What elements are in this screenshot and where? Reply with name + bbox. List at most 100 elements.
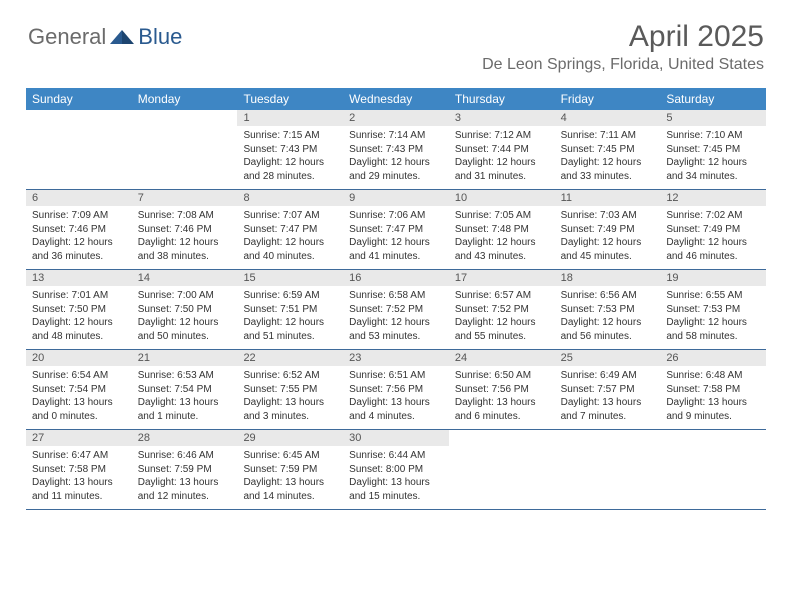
day-header-row: Sunday Monday Tuesday Wednesday Thursday… <box>26 88 766 110</box>
day-info: Sunrise: 7:14 AMSunset: 7:43 PMDaylight:… <box>343 126 449 189</box>
day-cell: 1Sunrise: 7:15 AMSunset: 7:43 PMDaylight… <box>237 110 343 189</box>
day-cell: 8Sunrise: 7:07 AMSunset: 7:47 PMDaylight… <box>237 190 343 269</box>
sunrise-text: Sunrise: 7:12 AM <box>455 129 549 143</box>
day-cell: 21Sunrise: 6:53 AMSunset: 7:54 PMDayligh… <box>132 350 238 429</box>
daylight-text: Daylight: 12 hours and 43 minutes. <box>455 236 549 263</box>
location-text: De Leon Springs, Florida, United States <box>482 56 764 74</box>
sunrise-text: Sunrise: 7:00 AM <box>138 289 232 303</box>
day-info: Sunrise: 7:10 AMSunset: 7:45 PMDaylight:… <box>660 126 766 189</box>
day-number: 23 <box>343 350 449 366</box>
day-cell: 19Sunrise: 6:55 AMSunset: 7:53 PMDayligh… <box>660 270 766 349</box>
sunset-text: Sunset: 7:51 PM <box>243 303 337 317</box>
sunrise-text: Sunrise: 6:48 AM <box>666 369 760 383</box>
sunset-text: Sunset: 7:47 PM <box>243 223 337 237</box>
day-cell: 23Sunrise: 6:51 AMSunset: 7:56 PMDayligh… <box>343 350 449 429</box>
daylight-text: Daylight: 12 hours and 53 minutes. <box>349 316 443 343</box>
day-header: Friday <box>555 88 661 110</box>
day-cell: 26Sunrise: 6:48 AMSunset: 7:58 PMDayligh… <box>660 350 766 429</box>
day-header: Saturday <box>660 88 766 110</box>
sunrise-text: Sunrise: 6:44 AM <box>349 449 443 463</box>
sunset-text: Sunset: 7:53 PM <box>666 303 760 317</box>
day-number: 20 <box>26 350 132 366</box>
daylight-text: Daylight: 12 hours and 29 minutes. <box>349 156 443 183</box>
sunset-text: Sunset: 7:47 PM <box>349 223 443 237</box>
sunrise-text: Sunrise: 7:08 AM <box>138 209 232 223</box>
day-info: Sunrise: 6:55 AMSunset: 7:53 PMDaylight:… <box>660 286 766 349</box>
calendar: Sunday Monday Tuesday Wednesday Thursday… <box>26 88 766 510</box>
daylight-text: Daylight: 13 hours and 4 minutes. <box>349 396 443 423</box>
sunrise-text: Sunrise: 6:55 AM <box>666 289 760 303</box>
day-number: 25 <box>555 350 661 366</box>
day-cell: 18Sunrise: 6:56 AMSunset: 7:53 PMDayligh… <box>555 270 661 349</box>
day-number: 19 <box>660 270 766 286</box>
daylight-text: Daylight: 13 hours and 7 minutes. <box>561 396 655 423</box>
sunrise-text: Sunrise: 6:45 AM <box>243 449 337 463</box>
sunrise-text: Sunrise: 7:02 AM <box>666 209 760 223</box>
sunset-text: Sunset: 7:49 PM <box>561 223 655 237</box>
sunset-text: Sunset: 7:46 PM <box>138 223 232 237</box>
day-number: 30 <box>343 430 449 446</box>
sunset-text: Sunset: 7:43 PM <box>349 143 443 157</box>
sunset-text: Sunset: 7:50 PM <box>32 303 126 317</box>
logo: General Blue <box>28 20 182 50</box>
day-cell: 28Sunrise: 6:46 AMSunset: 7:59 PMDayligh… <box>132 430 238 509</box>
day-cell: 16Sunrise: 6:58 AMSunset: 7:52 PMDayligh… <box>343 270 449 349</box>
daylight-text: Daylight: 12 hours and 45 minutes. <box>561 236 655 263</box>
sunset-text: Sunset: 7:59 PM <box>243 463 337 477</box>
day-info: Sunrise: 6:58 AMSunset: 7:52 PMDaylight:… <box>343 286 449 349</box>
day-cell: .... <box>555 430 661 509</box>
sunrise-text: Sunrise: 7:10 AM <box>666 129 760 143</box>
sunset-text: Sunset: 7:45 PM <box>561 143 655 157</box>
day-cell: 7Sunrise: 7:08 AMSunset: 7:46 PMDaylight… <box>132 190 238 269</box>
day-info: Sunrise: 7:02 AMSunset: 7:49 PMDaylight:… <box>660 206 766 269</box>
day-info: Sunrise: 6:45 AMSunset: 7:59 PMDaylight:… <box>237 446 343 509</box>
logo-text-blue: Blue <box>138 24 182 50</box>
sunrise-text: Sunrise: 7:15 AM <box>243 129 337 143</box>
day-number: 1 <box>237 110 343 126</box>
day-info: Sunrise: 7:12 AMSunset: 7:44 PMDaylight:… <box>449 126 555 189</box>
day-cell: 29Sunrise: 6:45 AMSunset: 7:59 PMDayligh… <box>237 430 343 509</box>
week-row: 13Sunrise: 7:01 AMSunset: 7:50 PMDayligh… <box>26 270 766 350</box>
day-number: 17 <box>449 270 555 286</box>
week-row: 20Sunrise: 6:54 AMSunset: 7:54 PMDayligh… <box>26 350 766 430</box>
day-cell: 22Sunrise: 6:52 AMSunset: 7:55 PMDayligh… <box>237 350 343 429</box>
day-cell: 9Sunrise: 7:06 AMSunset: 7:47 PMDaylight… <box>343 190 449 269</box>
day-info: Sunrise: 6:49 AMSunset: 7:57 PMDaylight:… <box>555 366 661 429</box>
day-info: Sunrise: 6:48 AMSunset: 7:58 PMDaylight:… <box>660 366 766 429</box>
day-cell: 27Sunrise: 6:47 AMSunset: 7:58 PMDayligh… <box>26 430 132 509</box>
day-number: 26 <box>660 350 766 366</box>
day-info: Sunrise: 7:05 AMSunset: 7:48 PMDaylight:… <box>449 206 555 269</box>
day-info: Sunrise: 6:47 AMSunset: 7:58 PMDaylight:… <box>26 446 132 509</box>
day-header: Sunday <box>26 88 132 110</box>
day-info: Sunrise: 6:44 AMSunset: 8:00 PMDaylight:… <box>343 446 449 509</box>
sunrise-text: Sunrise: 6:46 AM <box>138 449 232 463</box>
weeks-container: ........1Sunrise: 7:15 AMSunset: 7:43 PM… <box>26 110 766 510</box>
day-number: 15 <box>237 270 343 286</box>
day-info: Sunrise: 7:08 AMSunset: 7:46 PMDaylight:… <box>132 206 238 269</box>
daylight-text: Daylight: 12 hours and 34 minutes. <box>666 156 760 183</box>
daylight-text: Daylight: 13 hours and 14 minutes. <box>243 476 337 503</box>
day-cell: 2Sunrise: 7:14 AMSunset: 7:43 PMDaylight… <box>343 110 449 189</box>
sunset-text: Sunset: 7:50 PM <box>138 303 232 317</box>
sunrise-text: Sunrise: 6:51 AM <box>349 369 443 383</box>
daylight-text: Daylight: 13 hours and 11 minutes. <box>32 476 126 503</box>
sunrise-text: Sunrise: 6:53 AM <box>138 369 232 383</box>
day-cell: 6Sunrise: 7:09 AMSunset: 7:46 PMDaylight… <box>26 190 132 269</box>
day-info: Sunrise: 6:50 AMSunset: 7:56 PMDaylight:… <box>449 366 555 429</box>
week-row: 27Sunrise: 6:47 AMSunset: 7:58 PMDayligh… <box>26 430 766 510</box>
day-info: Sunrise: 6:54 AMSunset: 7:54 PMDaylight:… <box>26 366 132 429</box>
day-number: 6 <box>26 190 132 206</box>
day-info: Sunrise: 7:07 AMSunset: 7:47 PMDaylight:… <box>237 206 343 269</box>
day-info: Sunrise: 7:06 AMSunset: 7:47 PMDaylight:… <box>343 206 449 269</box>
daylight-text: Daylight: 13 hours and 1 minute. <box>138 396 232 423</box>
sunset-text: Sunset: 7:52 PM <box>349 303 443 317</box>
month-title: April 2025 <box>482 20 764 54</box>
header: General Blue April 2025 De Leon Springs,… <box>0 0 792 80</box>
sunset-text: Sunset: 7:58 PM <box>32 463 126 477</box>
day-number: 24 <box>449 350 555 366</box>
sunrise-text: Sunrise: 6:52 AM <box>243 369 337 383</box>
day-header: Thursday <box>449 88 555 110</box>
day-cell: 15Sunrise: 6:59 AMSunset: 7:51 PMDayligh… <box>237 270 343 349</box>
sunrise-text: Sunrise: 6:57 AM <box>455 289 549 303</box>
sunset-text: Sunset: 7:46 PM <box>32 223 126 237</box>
